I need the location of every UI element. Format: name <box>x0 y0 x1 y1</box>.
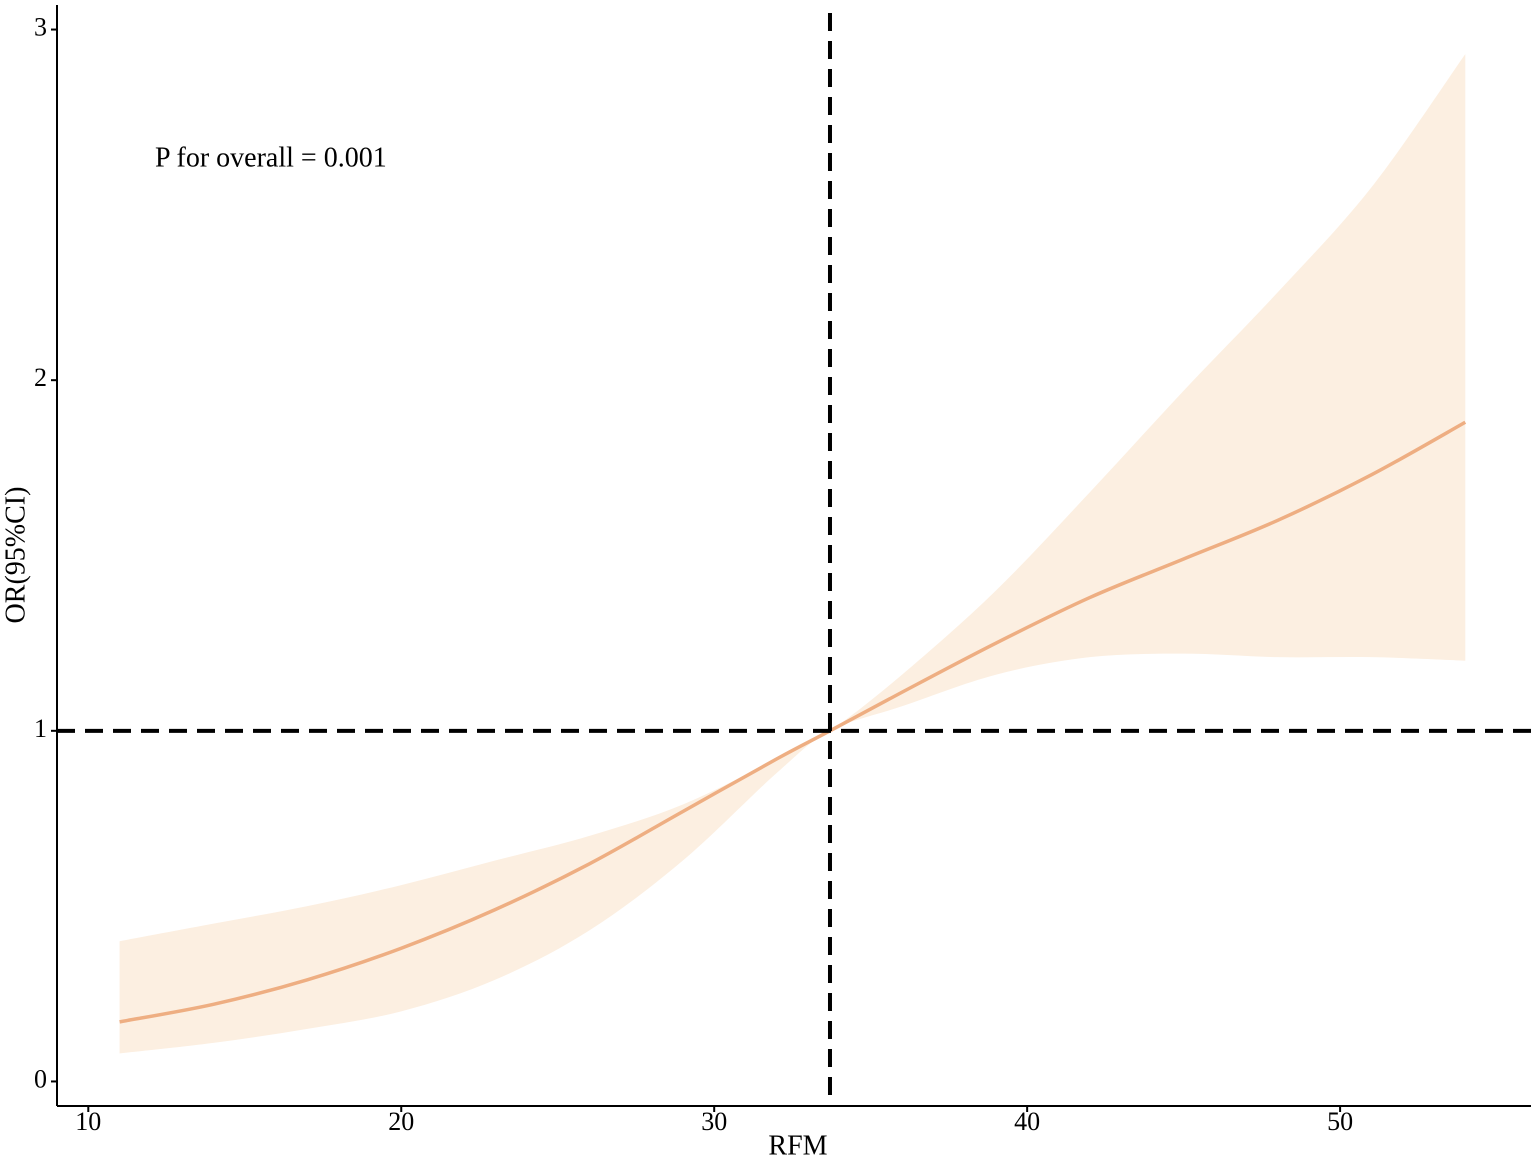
x-axis-label: RFM <box>768 1130 827 1161</box>
ci-band <box>119 54 1466 1054</box>
x-tick-label: 50 <box>1327 1107 1353 1136</box>
line <box>119 420 1467 1024</box>
x-tick-label: 30 <box>701 1107 727 1136</box>
x-tick-label: 10 <box>75 1107 101 1136</box>
x-tick-label: 40 <box>1014 1107 1040 1136</box>
y-tick-label: 3 <box>34 13 47 42</box>
y-axis-label: OR(95%CI) <box>0 487 31 624</box>
x-tick-label: 20 <box>388 1107 414 1136</box>
y-tick-label: 1 <box>34 714 47 743</box>
annotation: P for overall = 0.001 <box>155 142 387 173</box>
y-tick-label: 0 <box>34 1064 47 1093</box>
y-tick-label: 2 <box>34 363 47 392</box>
